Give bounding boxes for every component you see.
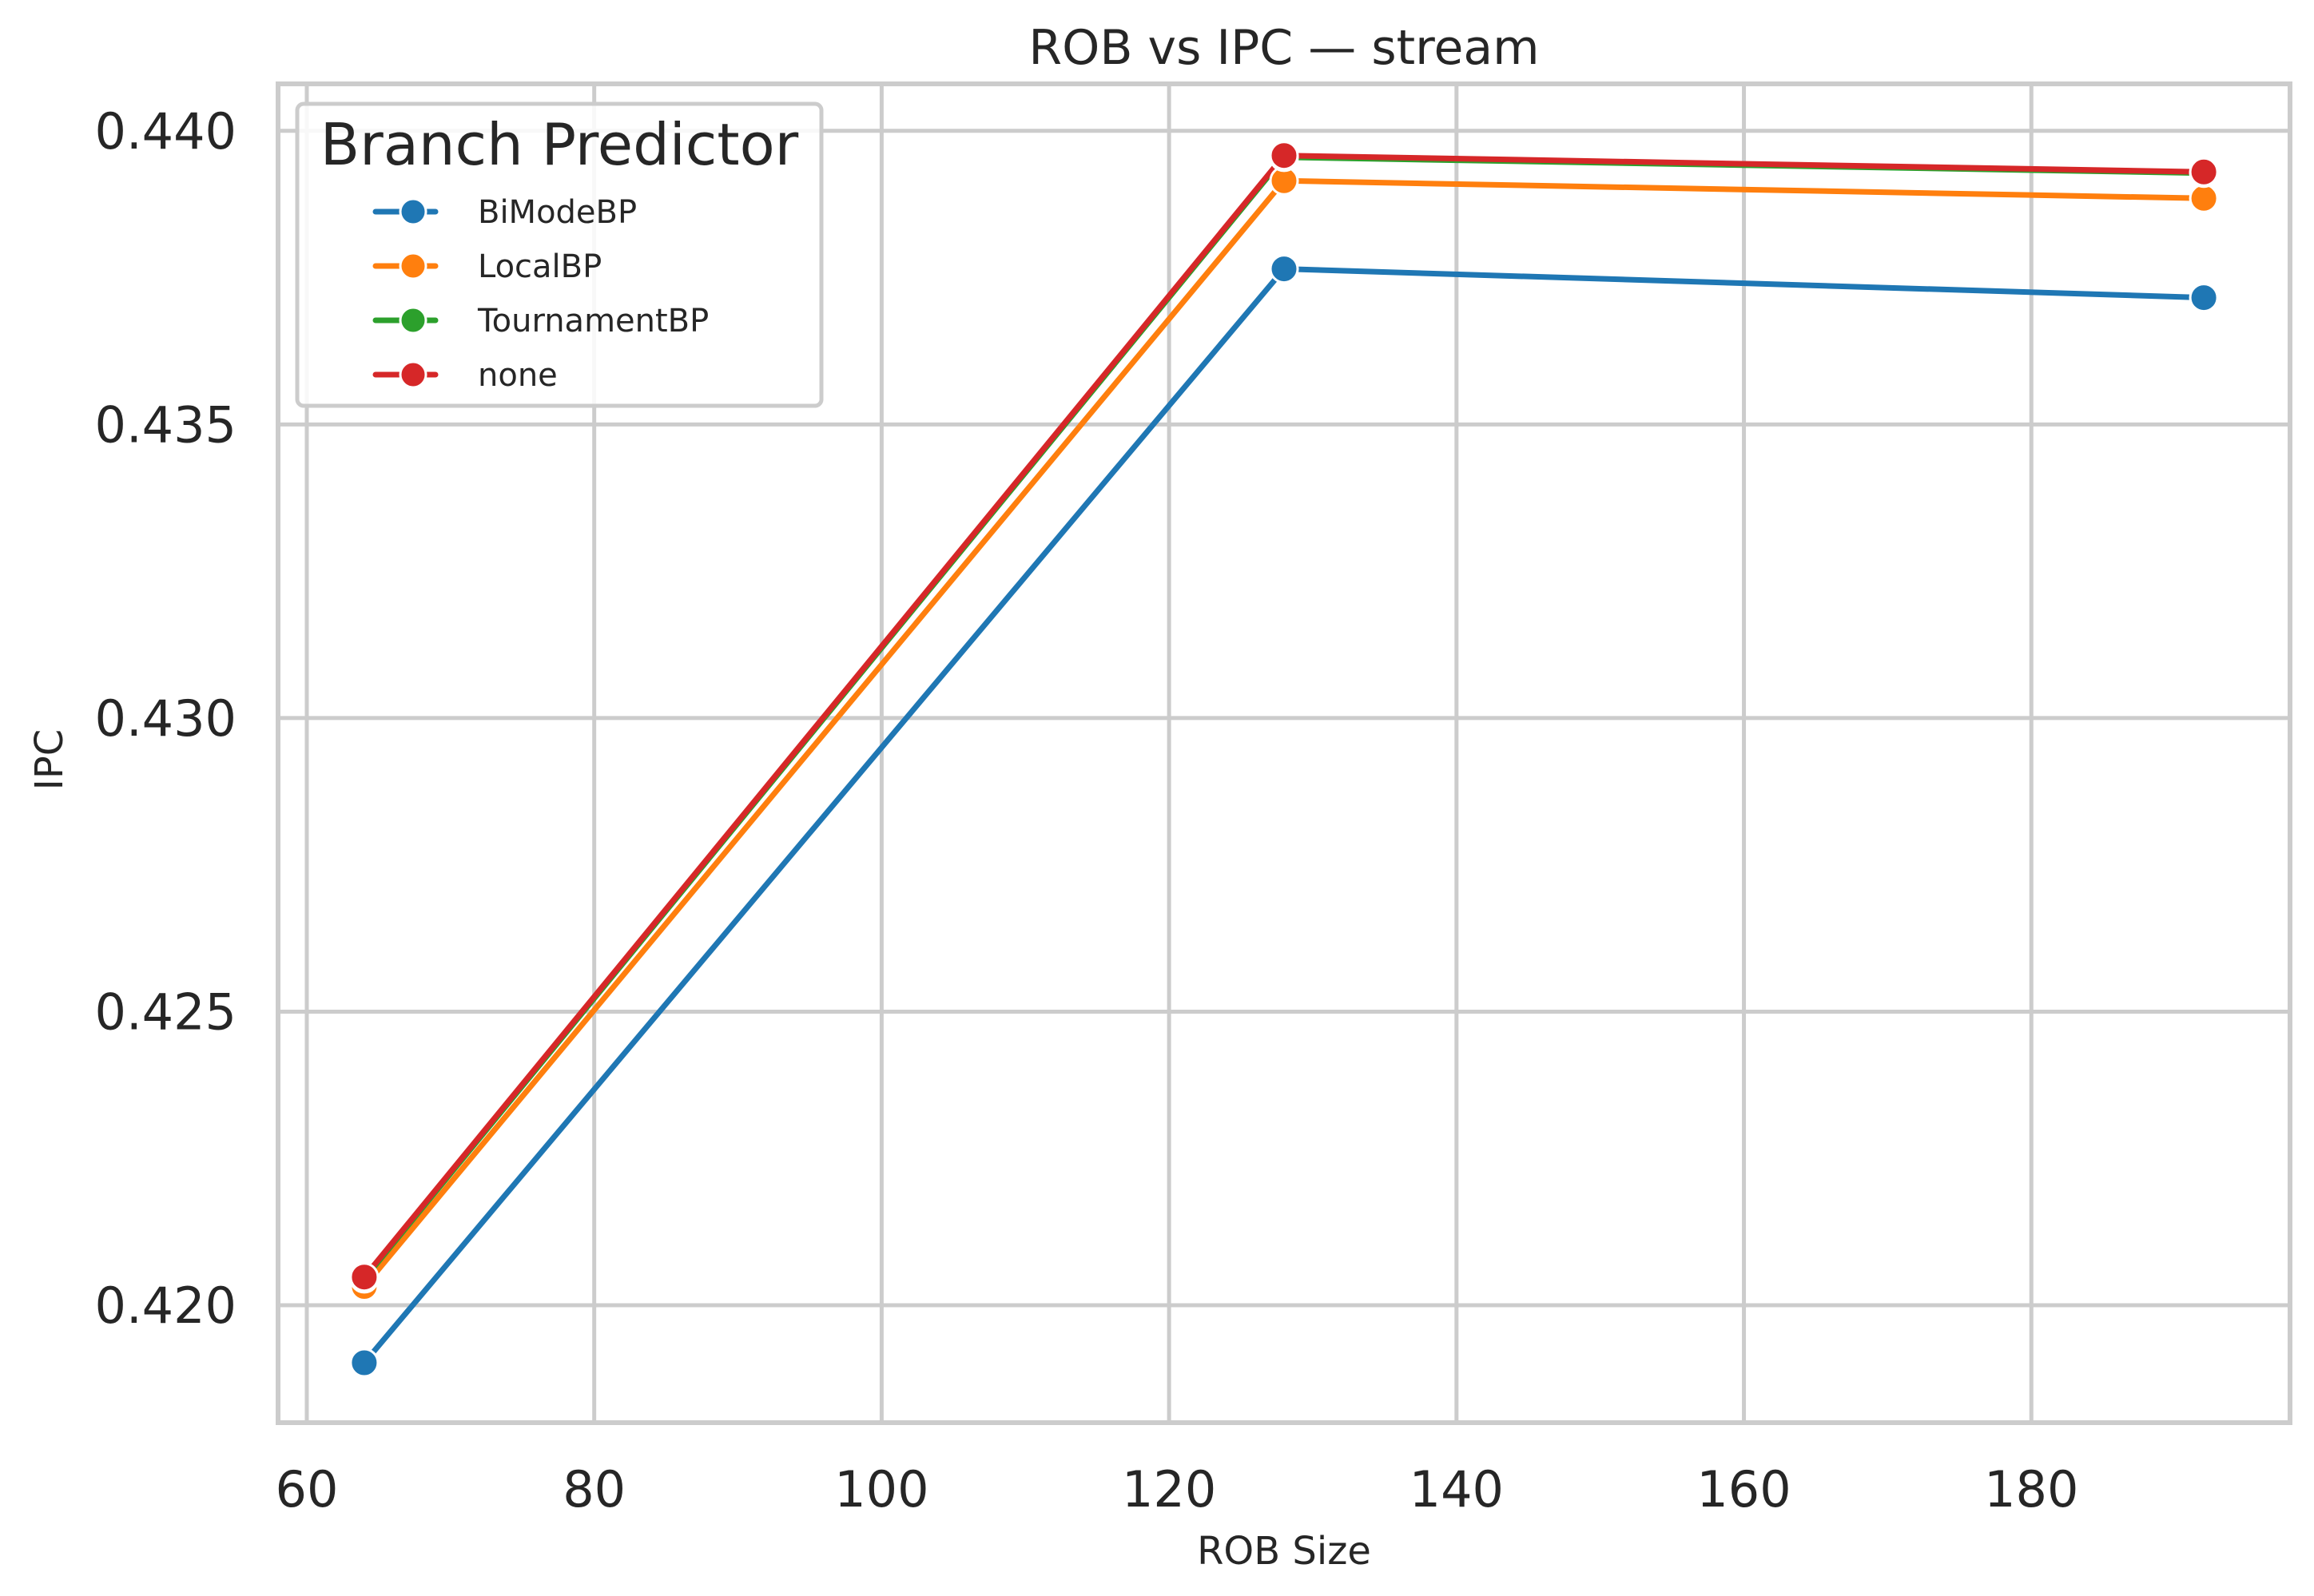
legend-marker bbox=[399, 197, 427, 226]
legend-marker bbox=[399, 252, 427, 280]
legend: Branch Predictor BiModeBP LocalBP Tourname… bbox=[295, 101, 824, 408]
legend-marker bbox=[399, 306, 427, 335]
legend-marker bbox=[399, 360, 427, 389]
x-tick-label: 100 bbox=[834, 1460, 928, 1519]
x-tick-label: 160 bbox=[1696, 1460, 1791, 1519]
x-tick-label: 80 bbox=[563, 1460, 626, 1519]
y-axis-label: IPC bbox=[27, 729, 72, 791]
data-point-none bbox=[349, 1262, 380, 1292]
chart-title: ROB vs IPC — stream bbox=[1028, 20, 1539, 76]
data-point-none bbox=[2189, 157, 2219, 187]
x-axis-label: ROB Size bbox=[1197, 1529, 1371, 1574]
data-point-BiModeBP bbox=[1269, 254, 1299, 284]
x-axis-ticks: 60 80 100 120 140 160 180 bbox=[276, 1460, 2079, 1519]
legend-label: TournamentBP bbox=[477, 303, 709, 339]
legend-box bbox=[295, 101, 824, 408]
legend-label: BiModeBP bbox=[478, 194, 637, 231]
x-tick-label: 140 bbox=[1409, 1460, 1504, 1519]
legend-label: LocalBP bbox=[478, 248, 602, 285]
plot-frame bbox=[276, 81, 2292, 1425]
y-tick-label: 0.425 bbox=[95, 983, 237, 1041]
legend-title: Branch Predictor bbox=[320, 111, 799, 178]
data-point-none bbox=[1269, 141, 1299, 171]
x-tick-label: 180 bbox=[1984, 1460, 2078, 1519]
y-tick-label: 0.430 bbox=[95, 689, 237, 748]
legend-label: none bbox=[478, 357, 558, 394]
y-axis-ticks: 0.420 0.425 0.430 0.435 0.440 bbox=[95, 102, 237, 1335]
data-point-BiModeBP bbox=[2189, 283, 2219, 313]
series-line-BiModeBP bbox=[361, 266, 2207, 1366]
y-tick-label: 0.420 bbox=[95, 1276, 237, 1335]
x-tick-label: 60 bbox=[276, 1460, 339, 1519]
data-point-BiModeBP bbox=[349, 1348, 380, 1378]
x-tick-label: 120 bbox=[1122, 1460, 1216, 1519]
y-tick-label: 0.440 bbox=[95, 102, 237, 161]
y-tick-label: 0.435 bbox=[95, 395, 237, 454]
data-point-LocalBP bbox=[2189, 183, 2219, 213]
plot-series bbox=[349, 141, 2219, 1378]
